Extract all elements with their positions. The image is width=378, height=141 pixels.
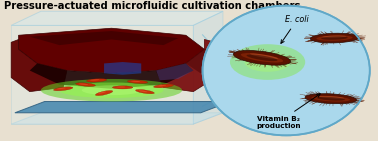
Polygon shape [193, 11, 223, 124]
Ellipse shape [95, 91, 113, 96]
Ellipse shape [136, 90, 154, 94]
Ellipse shape [59, 82, 164, 98]
Ellipse shape [116, 86, 125, 88]
Ellipse shape [139, 90, 147, 92]
Polygon shape [104, 62, 141, 75]
Ellipse shape [321, 36, 348, 40]
Polygon shape [11, 39, 67, 92]
Ellipse shape [305, 94, 356, 104]
Ellipse shape [157, 85, 166, 86]
Ellipse shape [316, 35, 353, 41]
Ellipse shape [53, 87, 73, 91]
Polygon shape [186, 42, 215, 73]
Ellipse shape [319, 96, 344, 99]
Ellipse shape [234, 50, 291, 65]
Ellipse shape [317, 97, 345, 101]
Ellipse shape [246, 55, 277, 61]
Polygon shape [11, 11, 223, 25]
Ellipse shape [41, 79, 182, 102]
Ellipse shape [90, 79, 99, 81]
Ellipse shape [250, 53, 278, 59]
Ellipse shape [241, 53, 283, 63]
Ellipse shape [76, 83, 95, 86]
Ellipse shape [98, 92, 106, 94]
Ellipse shape [245, 52, 291, 72]
Polygon shape [30, 31, 178, 45]
Ellipse shape [79, 83, 88, 85]
Polygon shape [11, 25, 193, 124]
Ellipse shape [82, 85, 141, 95]
Ellipse shape [127, 80, 147, 83]
Ellipse shape [112, 86, 133, 89]
Ellipse shape [203, 6, 370, 135]
Polygon shape [19, 28, 204, 73]
Polygon shape [156, 39, 215, 92]
Polygon shape [11, 113, 223, 124]
Ellipse shape [322, 36, 346, 38]
Text: E. coli: E. coli [281, 15, 309, 43]
Ellipse shape [131, 81, 140, 82]
Ellipse shape [57, 88, 66, 89]
Polygon shape [30, 63, 193, 89]
Text: Pressure-actuated microfluidic cultivation chambers: Pressure-actuated microfluidic cultivati… [4, 1, 300, 11]
Ellipse shape [87, 79, 107, 82]
Polygon shape [15, 102, 231, 113]
Ellipse shape [230, 44, 305, 80]
Ellipse shape [311, 96, 350, 102]
Ellipse shape [153, 84, 174, 88]
Text: Vitamin B₂
production: Vitamin B₂ production [256, 94, 320, 129]
Ellipse shape [310, 33, 359, 43]
Polygon shape [156, 63, 193, 80]
